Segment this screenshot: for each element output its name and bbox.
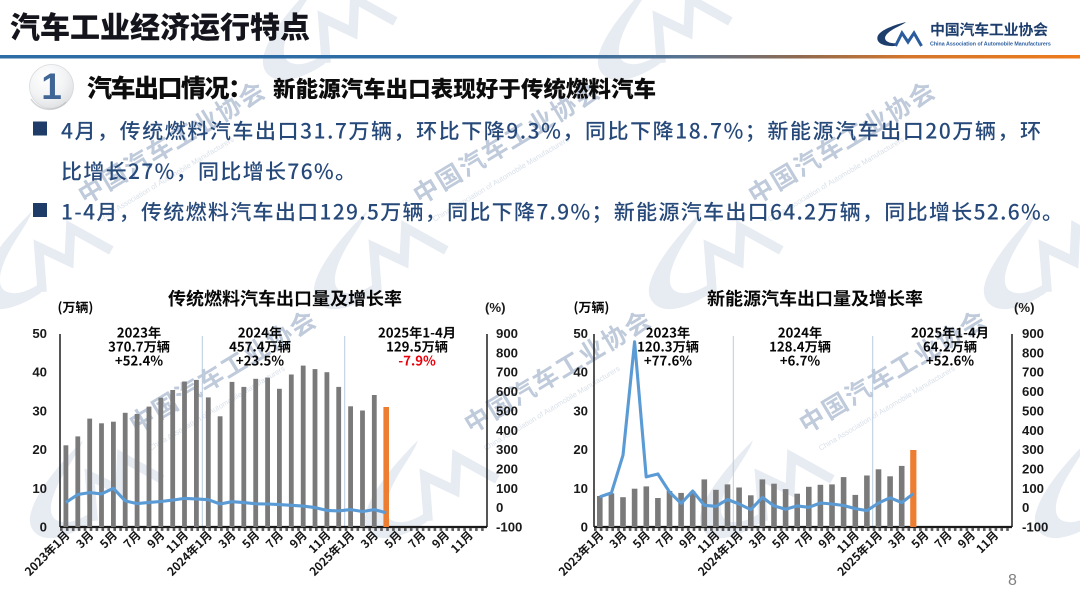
svg-text:800: 800 <box>1022 345 1044 360</box>
svg-text:600: 600 <box>1022 384 1044 399</box>
svg-text:40: 40 <box>32 365 47 380</box>
svg-text:0: 0 <box>581 520 588 535</box>
svg-text:100: 100 <box>1022 481 1044 496</box>
svg-text:0: 0 <box>40 520 47 535</box>
svg-text:0: 0 <box>1022 500 1029 515</box>
svg-text:900: 900 <box>496 326 518 341</box>
svg-text:40: 40 <box>573 365 588 380</box>
svg-text:100: 100 <box>496 481 518 496</box>
svg-text:500: 500 <box>1022 403 1044 418</box>
svg-text:1: 1 <box>41 66 62 107</box>
svg-text:400: 400 <box>496 423 518 438</box>
svg-text:400: 400 <box>1022 423 1044 438</box>
svg-text:China Association of Automobil: China Association of Automobile Manufact… <box>930 42 1051 48</box>
svg-text:900: 900 <box>1022 326 1044 341</box>
svg-text:10: 10 <box>32 481 47 496</box>
svg-text:800: 800 <box>496 345 518 360</box>
svg-text:(%): (%) <box>1014 300 1035 315</box>
svg-text:300: 300 <box>1022 442 1044 457</box>
svg-text:-100: -100 <box>496 520 522 535</box>
svg-text:0: 0 <box>496 500 503 515</box>
svg-text:300: 300 <box>496 442 518 457</box>
svg-text:50: 50 <box>573 326 588 341</box>
svg-text:200: 200 <box>496 461 518 476</box>
svg-text:8: 8 <box>1008 572 1017 589</box>
svg-text:200: 200 <box>1022 461 1044 476</box>
svg-text:700: 700 <box>496 365 518 380</box>
svg-text:(%): (%) <box>485 300 506 315</box>
svg-text:30: 30 <box>32 403 47 418</box>
svg-text:600: 600 <box>496 384 518 399</box>
svg-text:10: 10 <box>573 481 588 496</box>
svg-text:20: 20 <box>32 442 47 457</box>
svg-text:20: 20 <box>573 442 588 457</box>
svg-text:700: 700 <box>1022 365 1044 380</box>
svg-text:50: 50 <box>32 326 47 341</box>
svg-text:500: 500 <box>496 403 518 418</box>
svg-text:30: 30 <box>573 403 588 418</box>
svg-text:-100: -100 <box>1022 520 1048 535</box>
